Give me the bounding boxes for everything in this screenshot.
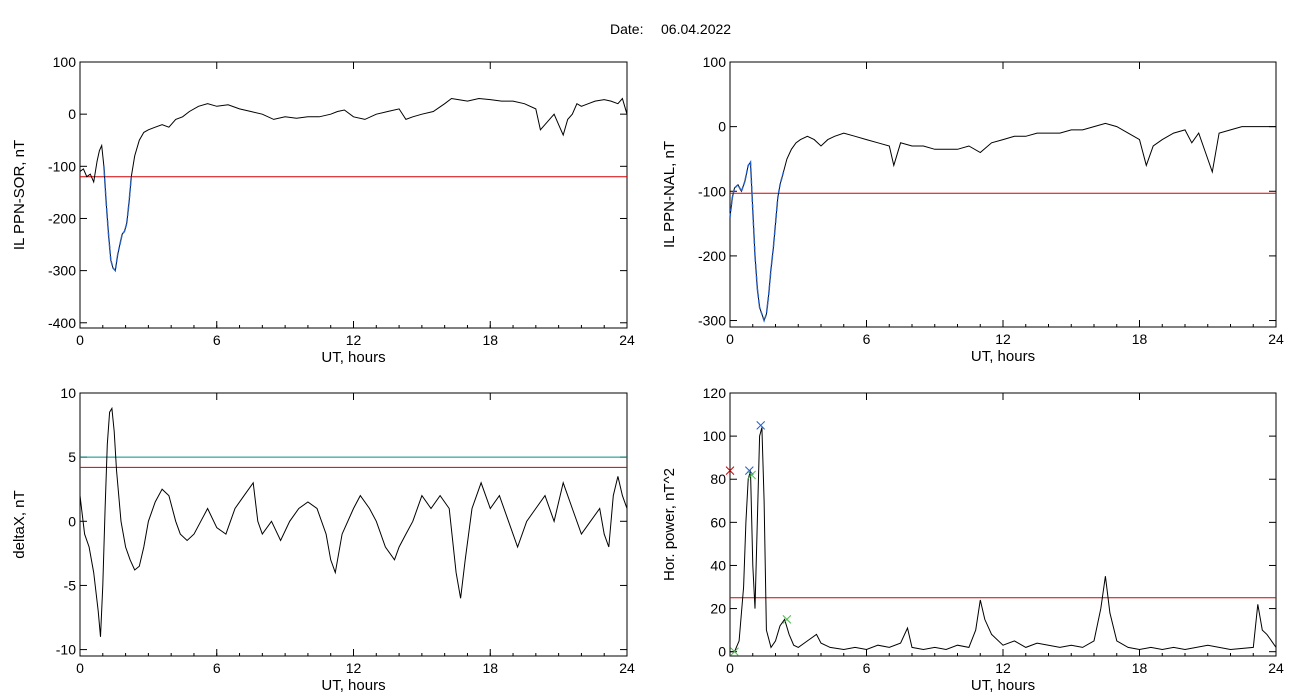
series-line (79, 406, 628, 637)
peak-marker-blue (744, 466, 754, 475)
marker-stroke (756, 420, 766, 430)
y-tick-label: -5 (64, 577, 77, 593)
chart-hor-power: 0 6 12 18 24 120 100 80 60 40 20 0 UT, hours Hor. pow… (661, 385, 1284, 694)
y-tick-label: -300 (698, 313, 726, 329)
plot-frame (79, 392, 628, 657)
x-tick-label: 18 (1132, 660, 1148, 676)
x-tick-label: 12 (995, 331, 1011, 347)
peak-marker-green (782, 614, 792, 624)
x-tick-label: 0 (726, 660, 734, 676)
plot-frame (729, 61, 1277, 328)
series-line (79, 97, 628, 272)
x-axis-label: UT, hours (971, 677, 1035, 694)
y-tick-label: 100 (53, 54, 77, 70)
x-tick-label: 0 (76, 660, 84, 676)
peak-marker-green (747, 470, 756, 480)
figure-title-date: 06.04.2022 (661, 21, 731, 37)
x-tick-label: 24 (1268, 331, 1284, 347)
x-tick-label: 24 (1268, 660, 1284, 676)
chart-il-sor: 0 6 12 18 24 100 0 -100 -200 -300 -400 UT, hours IL … (11, 54, 635, 366)
x-tick-label: 6 (863, 660, 871, 676)
chart-il-nal: 0 6 12 18 24 100 0 -100 -200 -300 UT, hours IL PPN-… (661, 54, 1284, 365)
x-axis-label: UT, hours (971, 348, 1035, 365)
x-tick-label: 24 (619, 660, 635, 676)
marker-stroke (730, 647, 739, 657)
x-axis-label: UT, hours (321, 349, 385, 366)
marker-stroke (725, 466, 735, 475)
y-tick-label: 80 (710, 471, 726, 487)
y-tick-label: 60 (710, 514, 726, 530)
y-tick-label: 40 (710, 557, 726, 573)
peak-marker-green (730, 647, 739, 657)
y-tick-label: -400 (48, 315, 76, 331)
x-tick-label: 18 (482, 660, 498, 676)
y-tick-label: 100 (703, 428, 727, 444)
y-tick-label: 120 (703, 385, 727, 401)
y-tick-label: 0 (718, 644, 726, 660)
x-tick-label: 6 (213, 332, 221, 348)
chart-deltax: 0 6 12 18 24 10 5 0 -5 -10 UT, hours deltaX, nT (11, 385, 635, 694)
x-tick-label: 6 (863, 331, 871, 347)
figure-title-label: Date: (610, 21, 643, 37)
highlight-line (729, 160, 785, 323)
series-line (729, 122, 1276, 323)
y-tick-label: 20 (710, 601, 726, 617)
marker-stroke (744, 466, 754, 475)
y-tick-label: -100 (48, 158, 76, 174)
y-tick-label: 5 (68, 449, 76, 465)
y-axis-label: deltaX, nT (11, 490, 28, 558)
y-tick-label: 0 (718, 119, 726, 135)
x-tick-label: 0 (76, 332, 84, 348)
x-axis-label: UT, hours (321, 677, 385, 694)
x-tick-label: 6 (213, 660, 221, 676)
peak-marker-blue (756, 420, 766, 430)
marker-stroke (747, 470, 756, 480)
marker-stroke (782, 614, 792, 624)
x-tick-label: 18 (482, 332, 498, 348)
x-tick-label: 12 (995, 660, 1011, 676)
y-axis-label: IL PPN-NAL, nT (661, 141, 678, 248)
y-tick-label: 10 (60, 385, 76, 401)
x-tick-label: 12 (346, 332, 362, 348)
y-tick-label: -100 (698, 183, 726, 199)
y-tick-label: -10 (56, 642, 76, 658)
y-axis-label: Hor. power, nT^2 (661, 468, 678, 581)
plot-frame (729, 392, 1277, 657)
x-tick-label: 24 (619, 332, 635, 348)
x-tick-label: 18 (1132, 331, 1148, 347)
highlight-line (103, 166, 133, 273)
y-tick-label: -300 (48, 263, 76, 279)
series-line (730, 427, 1277, 653)
y-tick-label: 0 (68, 106, 76, 122)
y-tick-label: -200 (48, 210, 76, 226)
y-tick-label: 100 (703, 54, 727, 70)
x-tick-label: 12 (346, 660, 362, 676)
y-tick-label: 0 (68, 513, 76, 529)
y-tick-label: -200 (698, 248, 726, 264)
plot-frame (79, 61, 628, 329)
x-tick-label: 0 (726, 331, 734, 347)
y-axis-label: IL PPN-SOR, nT (11, 140, 28, 250)
peak-marker-red (725, 466, 735, 475)
